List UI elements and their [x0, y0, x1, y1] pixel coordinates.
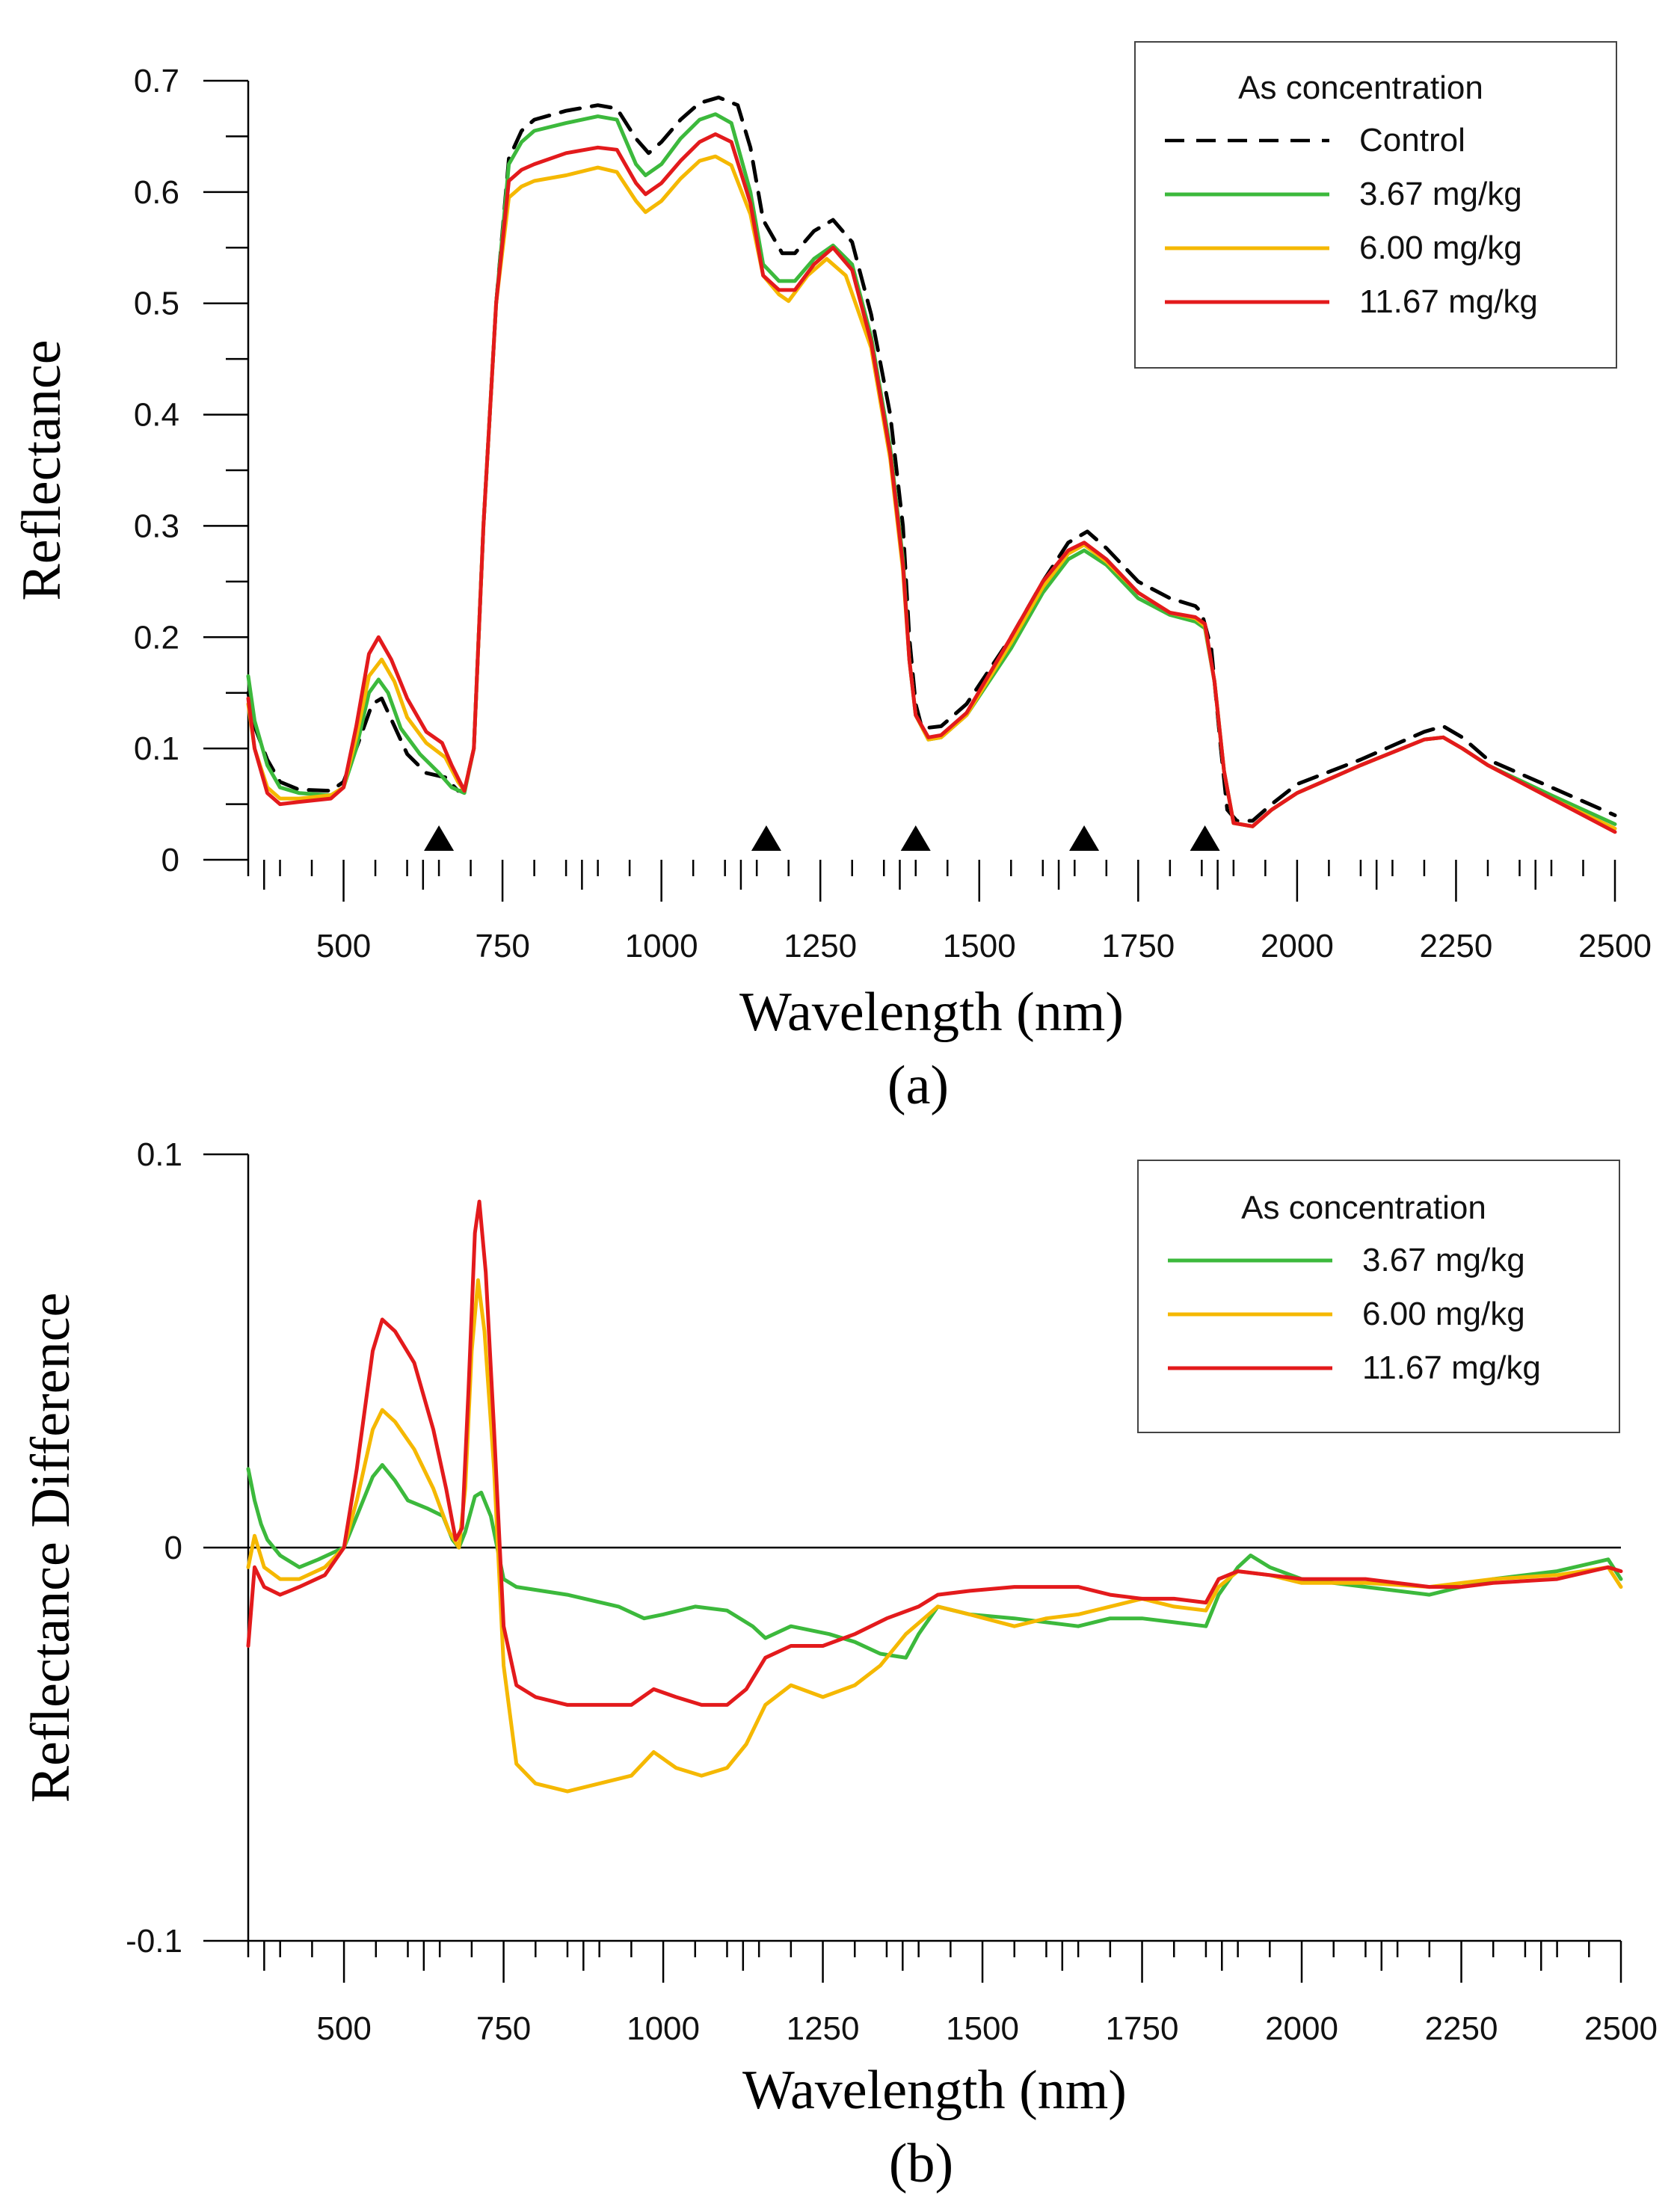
legend-title: As concentration — [1238, 70, 1483, 106]
x-tick-label: 2000 — [1261, 928, 1334, 964]
triangle-marker — [751, 825, 781, 851]
y-axis-title: Reflectance Difference — [20, 1293, 81, 1803]
y-tick-label: 0.1 — [137, 1136, 182, 1173]
x-axis-title: Wavelength (nm) — [739, 982, 1124, 1043]
legend-box — [1134, 41, 1617, 369]
triangle-marker — [424, 825, 455, 851]
x-tick-label: 2500 — [1584, 2010, 1658, 2047]
x-tick-label: 1000 — [627, 2010, 700, 2047]
triangle-marker — [900, 825, 931, 851]
panel-label: (b) — [889, 2133, 953, 2194]
x-tick-label: 1250 — [787, 2010, 860, 2047]
x-tick-label: 2250 — [1425, 2010, 1498, 2047]
x-tick-label: 1250 — [784, 928, 857, 964]
legend-entry: 11.67 mg/kg — [1359, 283, 1538, 320]
series-line-6-00mg-kg — [246, 1278, 1623, 1794]
y-tick-label: 0.2 — [134, 619, 179, 656]
x-tick-label: 500 — [316, 928, 371, 964]
x-tick-label: 1750 — [1101, 928, 1175, 964]
y-axis-title: Reflectance — [11, 339, 73, 600]
legend-entry: 6.00 mg/kg — [1362, 1296, 1525, 1332]
x-tick-label: 1750 — [1106, 2010, 1179, 2047]
y-tick-label: 0.7 — [134, 63, 179, 99]
y-tick-label: 0.4 — [134, 397, 179, 434]
triangle-marker — [1190, 825, 1220, 851]
panel-label: (a) — [887, 1055, 949, 1116]
x-tick-label: 2250 — [1419, 928, 1492, 964]
x-tick-label: 500 — [316, 2010, 371, 2047]
legend-entry: 3.67 mg/kg — [1362, 1242, 1525, 1278]
legend: As concentration Control 3.67 mg/kg 6.00 mg… — [1134, 41, 1617, 369]
x-tick-label: 2000 — [1265, 2010, 1338, 2047]
y-tick-label: 0.6 — [134, 174, 179, 211]
chart-panel-a: 0 0.1 0.2 0.3 0.4 0.5 0.6 0.7 500 750 1000 1250 1500… — [11, 41, 1652, 1116]
legend-entry: Control — [1359, 122, 1465, 158]
y-tick-label: 0.5 — [134, 286, 179, 322]
x-tick-label: 1000 — [625, 928, 698, 964]
legend-box — [1137, 1160, 1620, 1433]
y-tick-label: 0 — [164, 1530, 182, 1566]
legend-title: As concentration — [1241, 1189, 1486, 1226]
x-tick-label: 1500 — [946, 2010, 1019, 2047]
series-line-11-67mg-kg — [246, 132, 1617, 834]
x-tick-label: 1500 — [943, 928, 1016, 964]
series-line-3-67mg-kg — [246, 1463, 1623, 1660]
chart-panel-b: -0.1 0 0.1 500 750 1000 1250 1500 1750 2000 2250 25… — [20, 1136, 1658, 2194]
y-tick-label: 0.3 — [134, 508, 179, 544]
series-line-11-67mg-kg — [246, 1199, 1623, 1707]
x-tick-label: 750 — [476, 2010, 531, 2047]
y-tick-label: -0.1 — [126, 1923, 182, 1960]
x-axis-title: Wavelength (nm) — [742, 2060, 1127, 2121]
x-tick-label: 750 — [475, 928, 529, 964]
legend: As concentration 3.67 mg/kg 6.00 mg/kg 11.6… — [1137, 1160, 1620, 1433]
legend-entry: 6.00 mg/kg — [1359, 230, 1522, 266]
triangle-marker — [1069, 825, 1100, 851]
legend-entry: 11.67 mg/kg — [1362, 1349, 1541, 1386]
legend-entry: 3.67 mg/kg — [1359, 176, 1522, 212]
y-tick-label: 0 — [161, 842, 179, 878]
y-tick-label: 0.1 — [134, 730, 179, 767]
x-tick-label: 2500 — [1578, 928, 1652, 964]
